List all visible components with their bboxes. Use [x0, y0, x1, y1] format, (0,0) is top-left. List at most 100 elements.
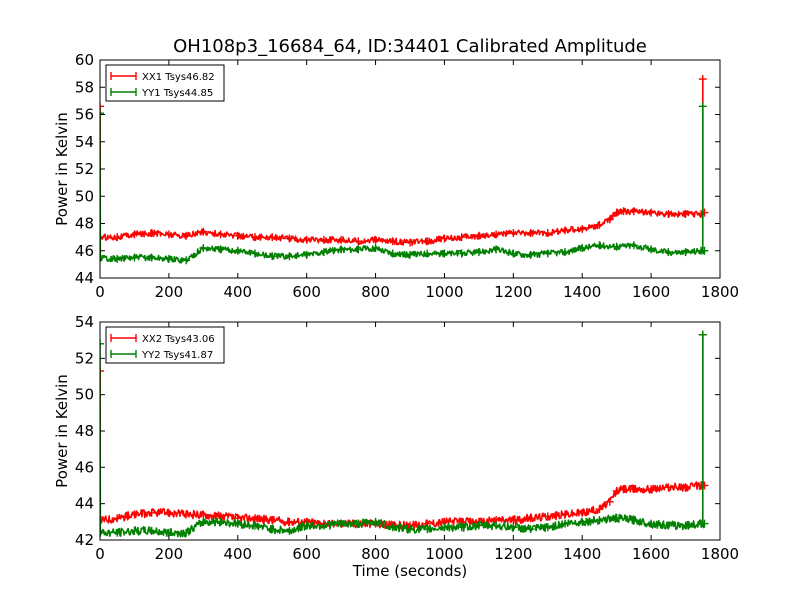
data-point [492, 521, 501, 530]
legend-item: XX2 Tsys43.06 [110, 334, 215, 345]
data-point [474, 248, 483, 257]
data-point [302, 235, 311, 244]
data-point [474, 521, 483, 530]
data-point [182, 231, 191, 240]
data-point [612, 208, 621, 217]
x-tick-label: 1000 [425, 545, 463, 563]
data-point [130, 510, 139, 519]
data-point [578, 508, 587, 517]
legend: XX2 Tsys43.06 YY2 Tsys41.87 [105, 326, 225, 364]
x-tick-label: 800 [361, 283, 390, 301]
data-point [423, 525, 432, 534]
data-point [233, 231, 242, 240]
data-point [457, 523, 466, 532]
data-point [285, 517, 294, 526]
data-point [268, 233, 277, 242]
x-tick-label: 0 [95, 283, 105, 301]
data-point [629, 207, 638, 216]
data-point [700, 208, 709, 217]
data-point [664, 521, 673, 530]
x-tick-label: 1000 [425, 283, 463, 301]
data-point [285, 252, 294, 261]
data-point [423, 249, 432, 258]
data-point [697, 209, 706, 218]
x-axis-label: Time (seconds) [352, 562, 468, 580]
x-tick-label: 0 [95, 545, 105, 563]
data-point [100, 102, 104, 111]
x-tick-label: 200 [155, 283, 184, 301]
data-point [268, 516, 277, 525]
data-point [700, 246, 709, 255]
data-point [578, 244, 587, 253]
data-point [526, 250, 535, 259]
data-point [647, 485, 656, 494]
data-point [337, 245, 346, 254]
y-tick-label: 54 [75, 313, 94, 331]
data-point [319, 235, 328, 244]
x-tick-label: 1200 [494, 283, 532, 301]
data-point [100, 367, 104, 376]
x-tick-label: 1200 [494, 545, 532, 563]
data-point [509, 516, 518, 525]
y-tick-label: 42 [75, 531, 94, 549]
y-axis-label: Power in Kelvin [53, 112, 71, 226]
data-point [605, 215, 614, 224]
series-line-yy [100, 333, 705, 538]
data-point [285, 526, 294, 535]
data-point [113, 254, 122, 263]
data-point [233, 519, 242, 528]
data-point [698, 102, 707, 111]
data-point [319, 248, 328, 257]
data-point [182, 256, 191, 265]
y-tick-label: 44 [75, 269, 94, 287]
data-point [681, 483, 690, 492]
x-tick-label: 600 [292, 283, 321, 301]
x-tick-label: 400 [223, 545, 252, 563]
plot-area [100, 330, 709, 538]
data-point [543, 523, 552, 532]
data-point [251, 233, 259, 242]
data-point [216, 517, 225, 526]
data-point [216, 245, 225, 254]
y-tick-label: 60 [75, 51, 94, 69]
data-point [543, 512, 552, 521]
data-point [199, 244, 208, 253]
data-point [629, 241, 638, 250]
data-point [619, 207, 628, 216]
data-point [647, 245, 656, 254]
y-tick-label: 48 [75, 215, 94, 233]
data-point [164, 254, 173, 263]
data-point [199, 510, 208, 519]
data-point [700, 481, 709, 490]
y-tick-label: 46 [75, 242, 94, 260]
data-point [354, 237, 363, 246]
data-point [619, 485, 628, 494]
data-point [561, 226, 569, 235]
data-point [147, 526, 156, 535]
legend-label: XX1 Tsys46.82 [142, 72, 215, 83]
y-tick-label: 52 [75, 160, 94, 178]
data-point [440, 523, 449, 532]
data-point [251, 521, 259, 530]
data-point [526, 514, 535, 523]
x-tick-label: 400 [223, 283, 252, 301]
data-point [700, 519, 709, 528]
data-point [647, 208, 656, 217]
top-panel: 0 200 400 600 800 1000 1200 1400 1600 1800 44 46 48 5… [53, 51, 739, 301]
x-tick-label: 600 [292, 545, 321, 563]
data-point [595, 220, 604, 229]
y-tick-label: 54 [75, 133, 94, 151]
data-point [371, 244, 380, 253]
data-point [100, 109, 104, 118]
data-point [113, 233, 122, 242]
data-point [543, 249, 552, 258]
data-point [147, 253, 156, 262]
data-point [268, 525, 277, 534]
data-point [388, 523, 397, 532]
plot-area [100, 75, 709, 265]
data-point [406, 238, 414, 247]
y-tick-label: 50 [75, 187, 94, 205]
data-point [457, 249, 466, 258]
data-point [354, 245, 363, 254]
y-tick-label: 48 [75, 422, 94, 440]
